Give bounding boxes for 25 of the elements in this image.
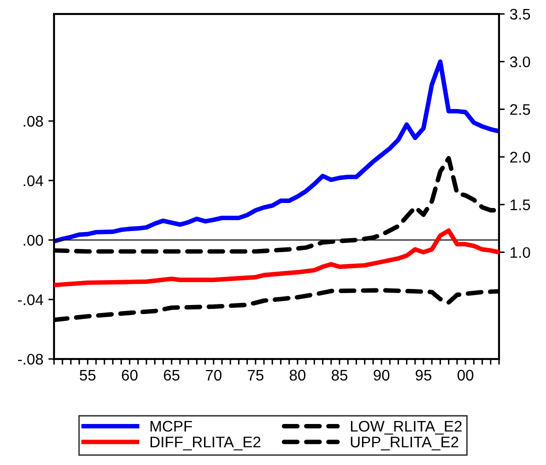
legend-label: LOW_RLITA_E2 bbox=[350, 420, 462, 435]
y2-tick-label: 1.0 bbox=[510, 247, 530, 258]
y2-tick-label: 2.5 bbox=[510, 104, 530, 115]
x-tick-label: 80 bbox=[290, 370, 306, 381]
y-tick-label: .00 bbox=[24, 234, 44, 246]
legend-label: UPP_RLITA_E2 bbox=[350, 436, 458, 450]
y-tick-label: .08 bbox=[24, 116, 43, 127]
y-tick-label: .04 bbox=[24, 175, 44, 186]
y2-tick-label: 1.5 bbox=[510, 200, 530, 210]
y-tick-label: -.08 bbox=[18, 354, 43, 365]
x-tick-label: 75 bbox=[248, 370, 264, 381]
x-tick-label: 00 bbox=[458, 370, 474, 381]
x-tick-label: 55 bbox=[80, 370, 96, 381]
x-tick-label: 70 bbox=[206, 370, 222, 381]
x-tick-label: 60 bbox=[122, 370, 138, 381]
y2-tick-label: 3.0 bbox=[510, 56, 530, 68]
y2-tick-label: 2.0 bbox=[510, 152, 530, 163]
x-tick-label: 85 bbox=[332, 370, 348, 381]
x-tick-label: 95 bbox=[416, 370, 432, 381]
y2-tick-label: 3.5 bbox=[510, 8, 530, 20]
y-tick-label: -.04 bbox=[18, 294, 44, 306]
legend-label: DIFF_RLITA_E2 bbox=[150, 436, 260, 450]
legend-label: MCPF bbox=[150, 420, 192, 432]
x-tick-label: 65 bbox=[164, 370, 180, 381]
x-tick-label: 90 bbox=[374, 370, 390, 381]
